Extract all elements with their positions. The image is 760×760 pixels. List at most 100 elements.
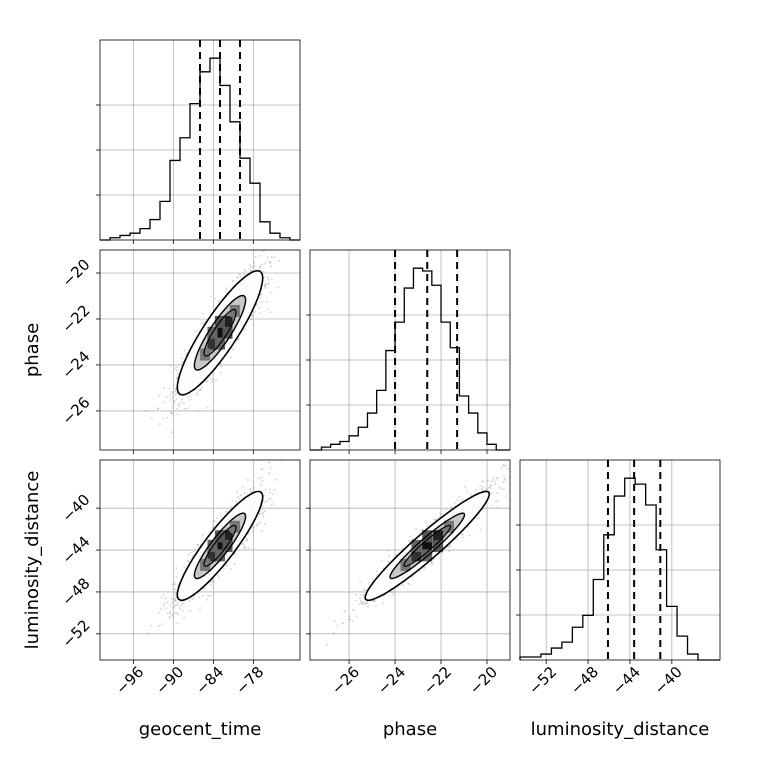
scatter-point: [260, 468, 263, 471]
scatter-panel-geocent_time-luminosity_distance: [96, 459, 301, 664]
scatter-point: [275, 478, 278, 481]
scatter-point: [195, 392, 198, 395]
scatter-point: [422, 568, 425, 571]
scatter-point: [176, 612, 178, 615]
scatter-point: [171, 601, 174, 604]
scatter-point: [255, 525, 258, 528]
scatter-point: [355, 593, 358, 596]
scatter-point: [271, 503, 273, 506]
scatter-point: [232, 279, 235, 282]
scatter-point: [489, 485, 492, 487]
scatter-point: [493, 480, 496, 483]
scatter-point: [260, 512, 263, 515]
scatter-point: [333, 620, 336, 622]
scatter-point: [194, 330, 197, 333]
scatter-point: [481, 488, 483, 490]
scatter-point: [236, 338, 239, 341]
scatter-point: [175, 376, 178, 379]
scatter-point: [367, 581, 370, 584]
scatter-point: [269, 291, 272, 294]
scatter-point: [408, 583, 411, 586]
scatter-point: [267, 498, 270, 501]
y-axis-label-luminosity-distance: luminosity_distance: [22, 471, 43, 650]
x-tick-label: −78: [232, 663, 267, 698]
scatter-point: [363, 589, 365, 591]
scatter-point: [209, 295, 212, 298]
scatter-point: [262, 515, 264, 517]
scatter-point: [260, 293, 263, 296]
scatter-point: [250, 269, 253, 272]
scatter-point: [260, 529, 263, 532]
density-block: [433, 530, 444, 543]
contour-mid: [193, 512, 247, 580]
scatter-point: [270, 265, 272, 268]
scatter-point: [262, 247, 264, 249]
scatter-point: [536, 444, 538, 446]
x-axis-label-phase: phase: [383, 719, 437, 740]
scatter-point: [336, 624, 339, 627]
scatter-point: [258, 312, 261, 314]
scatter-point: [171, 607, 174, 609]
scatter-point: [367, 605, 369, 608]
scatter-point: [208, 531, 211, 534]
scatter-point: [252, 530, 255, 533]
scatter-point: [225, 287, 228, 289]
scatter-point: [181, 609, 184, 612]
scatter-point: [179, 607, 182, 610]
scatter-point: [435, 517, 438, 520]
scatter-point: [212, 526, 215, 529]
scatter-point: [516, 472, 518, 474]
hist-panel-phase: [306, 249, 511, 454]
scatter-point: [364, 603, 367, 605]
scatter-point: [239, 273, 242, 276]
x-tick-label: −90: [152, 663, 187, 698]
scatter-point: [263, 494, 265, 497]
scatter-point: [252, 323, 255, 326]
scatter-point: [401, 547, 404, 549]
scatter-point: [265, 300, 268, 303]
scatter-point: [233, 563, 236, 566]
scatter-point: [486, 488, 489, 491]
scatter-point: [174, 367, 177, 370]
scatter-point: [468, 534, 471, 537]
scatter-point: [375, 574, 378, 577]
scatter-point: [505, 495, 508, 497]
scatter-point: [504, 465, 507, 467]
histogram-step-geocent_time: [100, 57, 300, 241]
scatter-point: [176, 603, 178, 606]
scatter-point: [198, 596, 201, 599]
scatter-point: [359, 600, 362, 602]
scatter-point: [263, 284, 266, 286]
scatter-point: [199, 388, 202, 391]
scatter-point: [490, 492, 493, 495]
x-tick-label: −48: [567, 663, 602, 698]
density-block: [229, 305, 240, 317]
scatter-point: [177, 613, 180, 616]
histogram-step-phase: [310, 267, 510, 451]
scatter-point: [245, 539, 248, 542]
scatter-point: [158, 624, 161, 627]
scatter-point: [186, 559, 189, 562]
scatter-point: [267, 278, 269, 281]
scatter-point: [174, 599, 177, 601]
scatter-point: [273, 256, 275, 258]
scatter-point: [157, 408, 159, 410]
scatter-point: [430, 562, 433, 564]
scatter-point: [210, 583, 212, 586]
scatter-point: [169, 617, 171, 620]
scatter-point: [269, 261, 271, 264]
scatter-point: [176, 622, 179, 625]
scatter-point: [254, 310, 256, 313]
scatter-point: [230, 505, 233, 508]
scatter-point: [186, 396, 189, 399]
scatter-point: [174, 388, 177, 390]
scatter-point: [190, 398, 193, 401]
scatter-panel-geocent_time-phase: [96, 247, 301, 454]
scatter-point: [492, 477, 495, 480]
scatter-point: [262, 250, 265, 253]
scatter-point: [168, 387, 171, 390]
scatter-point: [244, 547, 247, 550]
scatter-point: [453, 502, 456, 505]
scatter-inner: [100, 247, 300, 450]
scatter-point: [248, 488, 251, 491]
